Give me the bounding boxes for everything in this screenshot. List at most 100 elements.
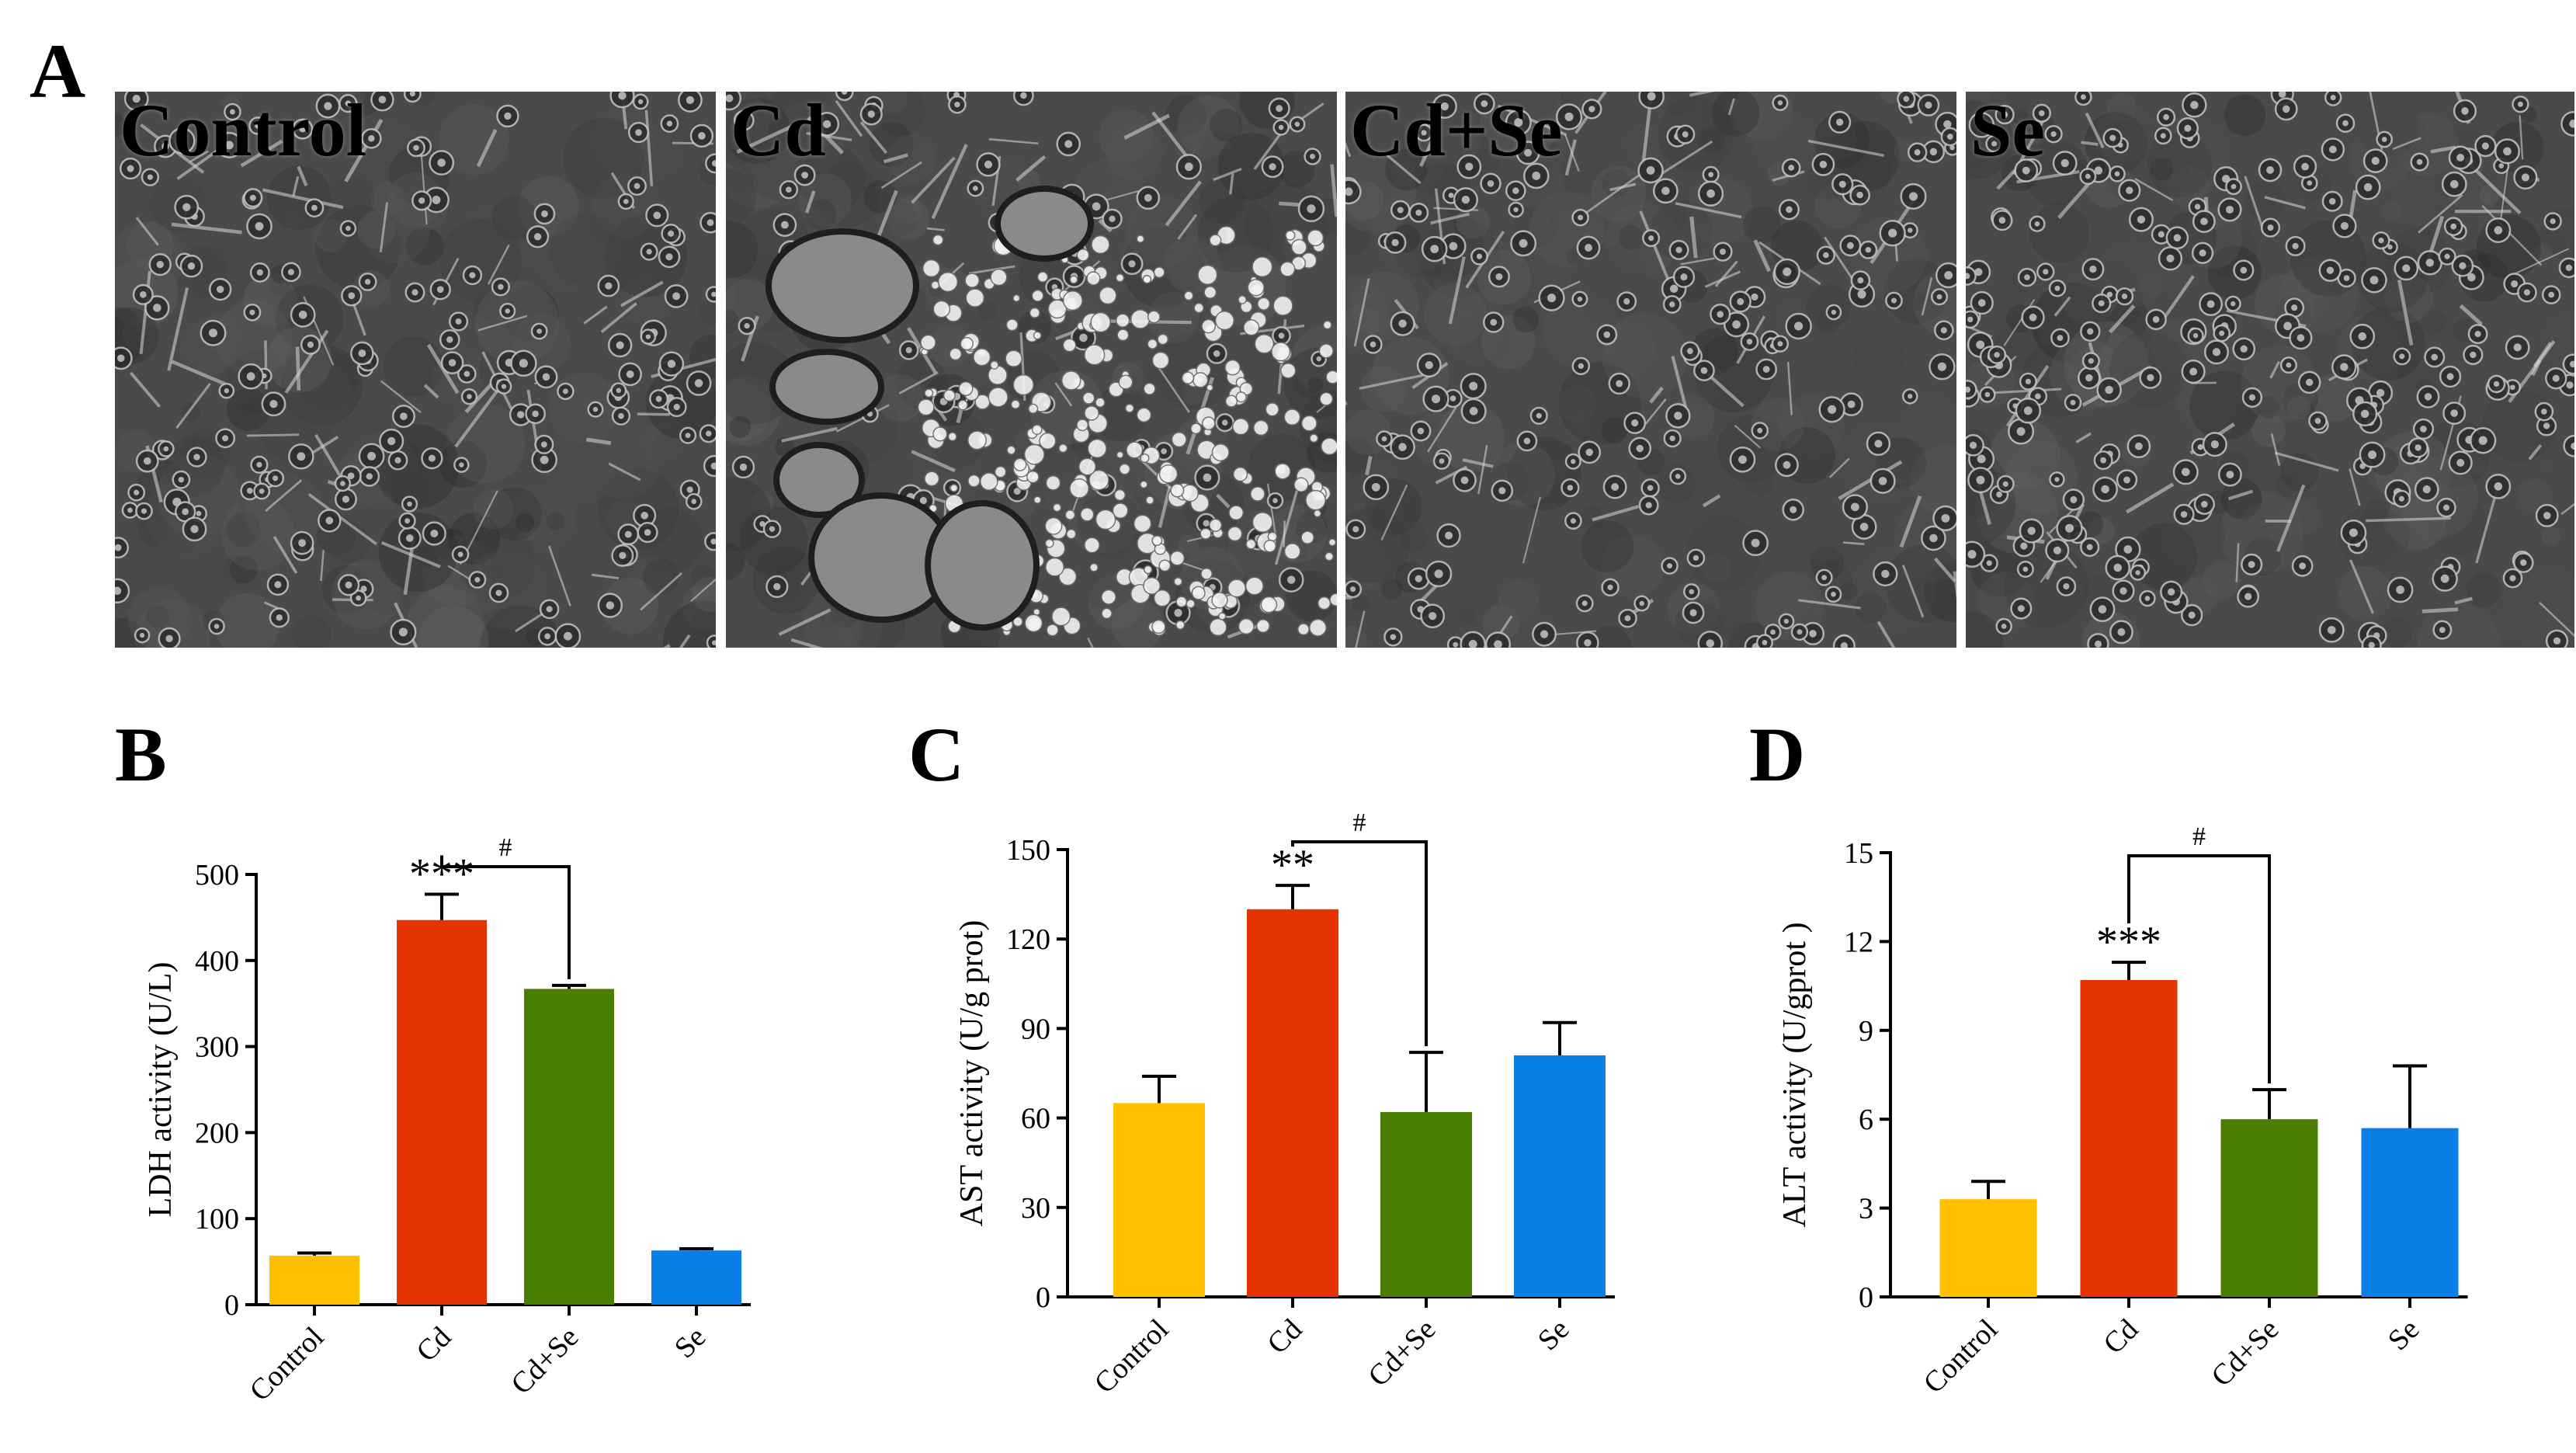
membrane-streak: [1355, 610, 1366, 648]
membrane-streak: [1427, 406, 1457, 453]
nucleolus: [1079, 333, 1088, 342]
lipid-droplet: [1113, 488, 1127, 502]
texture-patch: [1658, 96, 1734, 173]
nucleolus: [2349, 528, 2358, 537]
texture-patch: [229, 555, 258, 584]
texture-patch: [357, 210, 396, 249]
nucleolus: [394, 457, 401, 464]
membrane-streak: [1734, 424, 1762, 449]
comparison-label: #: [2192, 822, 2206, 851]
nucleolus: [1390, 634, 1397, 641]
membrane-streak: [690, 578, 716, 602]
membrane-streak: [548, 545, 571, 607]
nucleolus: [1856, 191, 1863, 199]
lipid-droplet: [1279, 261, 1296, 277]
nucleolus: [1857, 290, 1866, 299]
lipid-droplet: [1193, 372, 1209, 388]
texture-patch: [289, 467, 311, 488]
nucleolus: [1890, 297, 1897, 304]
bar: [1247, 909, 1338, 1297]
lipid-droplet: [1181, 371, 1195, 384]
membrane-streak: [2519, 115, 2524, 160]
membrane-streak: [379, 202, 389, 252]
texture-patch: [390, 471, 427, 509]
texture-patch: [1561, 147, 1611, 197]
lipid-droplet: [1191, 586, 1206, 600]
nucleolus: [711, 640, 716, 645]
cell-nucleus: [2562, 353, 2574, 375]
nucleolus: [2123, 545, 2133, 554]
nucleolus: [2368, 450, 2377, 460]
chart-ldh: 0 100 200 300 400 500 LDH activity (U/L) Contro…: [143, 833, 751, 1407]
texture-patch: [1401, 526, 1429, 553]
nucleolus: [436, 286, 444, 294]
nucleolus: [1680, 273, 1688, 281]
nucleolus: [532, 410, 539, 418]
nucleolus: [2117, 627, 2126, 636]
texture-patch: [1738, 354, 1760, 377]
nucleolus: [2327, 625, 2336, 634]
y-axis-label: AST activity (U/g prot): [954, 920, 990, 1227]
membrane-streak: [246, 433, 300, 437]
nucleolus: [1278, 124, 1284, 130]
texture-patch: [515, 513, 535, 533]
membrane-streak: [1727, 98, 1735, 116]
texture-patch: [473, 292, 500, 319]
texture-patch: [2483, 388, 2541, 447]
nucleolus: [367, 451, 377, 461]
y-tick-label: 400: [195, 945, 239, 978]
membrane-streak: [2422, 607, 2459, 614]
texture-patch: [2539, 458, 2555, 474]
texture-patch: [678, 390, 716, 428]
lipid-droplet: [1181, 484, 1199, 502]
nucleolus: [541, 210, 548, 217]
texture-patch: [488, 487, 542, 541]
nucleolus: [711, 160, 716, 167]
nucleolus: [2456, 153, 2465, 162]
membrane-streak: [2349, 468, 2361, 506]
lipid-droplet: [1203, 286, 1217, 299]
nucleolus: [459, 462, 464, 468]
membrane-streak: [175, 382, 211, 429]
membrane-streak: [2085, 112, 2105, 148]
nucleolus: [1398, 319, 1407, 328]
nucleolus: [463, 370, 470, 377]
nucleolus: [256, 461, 262, 468]
texture-patch: [190, 94, 214, 118]
nucleolus: [311, 204, 318, 211]
texture-patch: [750, 492, 774, 516]
nucleolus: [1751, 538, 1760, 547]
nucleolus: [1647, 92, 1656, 101]
lipid-droplet: [1151, 619, 1166, 634]
membrane-streak: [1498, 104, 1567, 137]
lipid-droplet: [1285, 230, 1296, 241]
texture-patch: [1424, 283, 1487, 346]
micrograph-texture: [726, 92, 1337, 648]
texture-patch: [581, 415, 665, 499]
nucleolus: [256, 269, 263, 276]
texture-patch: [281, 344, 363, 426]
nucleolus: [190, 525, 199, 534]
micrograph-texture: [1966, 92, 2574, 648]
lipid-droplet: [1224, 359, 1241, 376]
texture-patch: [1456, 204, 1491, 239]
lipid-droplet: [1309, 618, 1327, 637]
nucleolus: [1434, 569, 1443, 579]
lipid-droplet: [1318, 343, 1334, 359]
nucleolus: [1465, 162, 1474, 171]
nucleolus: [2080, 94, 2086, 100]
lipid-droplet: [1058, 443, 1068, 454]
nucleolus: [2444, 253, 2450, 259]
nucleolus: [1668, 301, 1675, 308]
membrane-streak: [1229, 173, 1234, 195]
nucleolus: [623, 199, 629, 204]
nucleolus: [495, 589, 502, 596]
comparison-bracket: [440, 855, 571, 979]
bar: [2220, 1119, 2318, 1297]
y-tick-label: 30: [1021, 1192, 1050, 1225]
nucleolus: [501, 384, 507, 389]
lipid-droplet: [1140, 480, 1148, 489]
nucleolus: [1213, 349, 1220, 357]
nucleolus: [644, 529, 651, 536]
nucleolus: [592, 406, 599, 412]
